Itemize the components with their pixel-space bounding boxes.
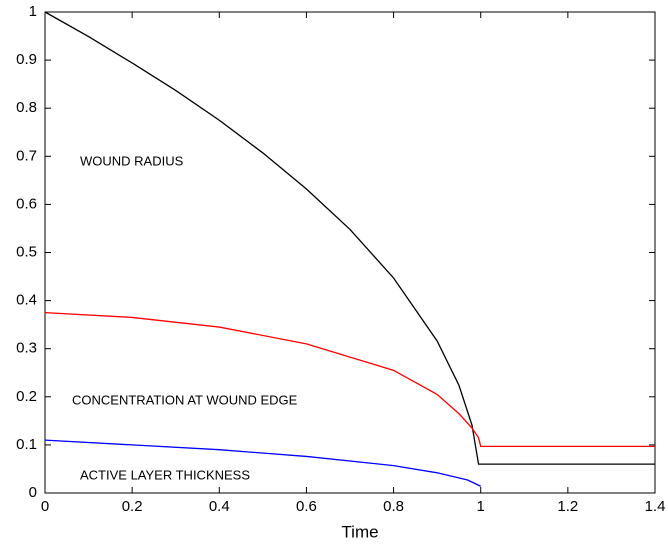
y-tick-label: 1 [29, 3, 37, 20]
x-axis-label: Time [341, 522, 378, 541]
series-annotation: ACTIVE LAYER THICKNESS [80, 467, 250, 482]
y-tick-label: 0.4 [16, 292, 37, 309]
y-tick-label: 0.9 [16, 51, 37, 68]
x-tick-label: 1.4 [645, 498, 666, 515]
series-annotation: CONCENTRATION AT WOUND EDGE [72, 392, 298, 407]
series-annotation: WOUND RADIUS [80, 153, 184, 168]
y-tick-label: 0.8 [16, 99, 37, 116]
y-tick-label: 0.3 [16, 340, 37, 357]
x-tick-label: 0.2 [122, 498, 143, 515]
series-line [44, 11, 655, 465]
y-tick-label: 0.6 [16, 195, 37, 212]
x-tick-label: 1 [477, 498, 485, 515]
y-tick-label: 0.5 [16, 243, 37, 260]
x-tick-label: 1.2 [557, 498, 578, 515]
x-tick-label: 0 [41, 498, 49, 515]
y-tick-label: 0.7 [16, 147, 37, 164]
y-tick-label: 0.1 [16, 436, 37, 453]
x-tick-label: 0.8 [383, 498, 404, 515]
x-tick-label: 0.4 [209, 498, 230, 515]
series-line [44, 311, 655, 447]
y-tick-label: 0 [29, 484, 37, 501]
y-tick-label: 0.2 [16, 388, 37, 405]
x-tick-label: 0.6 [296, 498, 317, 515]
series-line [44, 439, 481, 487]
plot-frame [44, 11, 656, 494]
